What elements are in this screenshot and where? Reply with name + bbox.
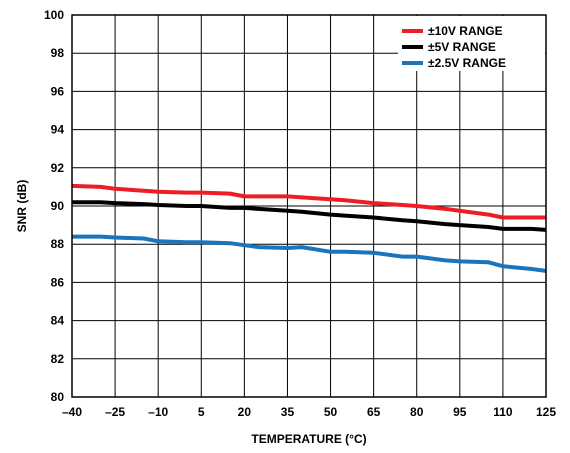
y-tick-label: 82: [51, 352, 65, 366]
legend-label: ±2.5V RANGE: [428, 56, 506, 70]
series-lines: [71, 183, 547, 273]
x-tick-label: 5: [198, 405, 205, 419]
y-tick-label: 84: [51, 314, 65, 328]
x-tick-label: –25: [105, 405, 125, 419]
series-line-2: [72, 200, 547, 232]
x-tick-label: 95: [453, 405, 467, 419]
y-tick-labels: 80 82 84 86 88 90 92 94 96 98 100: [44, 8, 64, 404]
y-tick-label: 100: [44, 8, 64, 22]
x-tick-label: 65: [367, 405, 381, 419]
y-tick-label: 88: [51, 237, 65, 251]
legend-label: ±10V RANGE: [428, 24, 503, 38]
plot-frame: [71, 14, 547, 398]
x-tick-label: 110: [493, 405, 513, 419]
y-tick-label: 90: [51, 199, 65, 213]
legend-label: ±5V RANGE: [428, 40, 496, 54]
x-tick-label: –10: [148, 405, 168, 419]
x-tick-label: 20: [238, 405, 252, 419]
x-tick-label: 35: [281, 405, 295, 419]
y-tick-label: 98: [51, 46, 65, 60]
x-tick-labels: –40 –25 –10 5 20 35 50 65 80 95 110 125: [62, 405, 556, 419]
y-axis-title: SNR (dB): [15, 180, 29, 233]
y-tick-label: 96: [51, 84, 65, 98]
series-line-3: [72, 234, 547, 273]
series-line-1: [71, 183, 546, 220]
y-tick-label: 86: [51, 275, 65, 289]
x-tick-label: 125: [536, 405, 556, 419]
x-tick-label: 50: [324, 405, 338, 419]
y-tick-label: 80: [51, 390, 65, 404]
legend: ±10V RANGE ±5V RANGE ±2.5V RANGE: [398, 16, 545, 71]
x-tick-label: 80: [410, 405, 424, 419]
x-axis-title: TEMPERATURE (°C): [251, 432, 366, 446]
x-tick-label: –40: [62, 405, 82, 419]
y-tick-label: 92: [51, 161, 65, 175]
y-tick-label: 94: [51, 123, 65, 137]
